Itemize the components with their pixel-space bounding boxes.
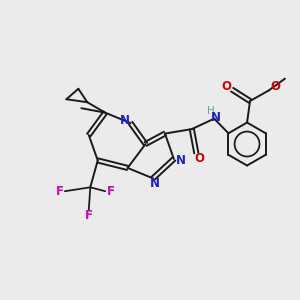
- Text: O: O: [270, 80, 280, 94]
- Text: N: N: [149, 177, 160, 190]
- Text: O: O: [221, 80, 231, 93]
- Text: F: F: [85, 209, 93, 222]
- Text: N: N: [120, 114, 130, 127]
- Text: O: O: [194, 152, 204, 166]
- Text: F: F: [106, 185, 115, 198]
- Text: F: F: [56, 185, 64, 198]
- Text: N: N: [211, 111, 221, 124]
- Text: H: H: [207, 106, 215, 116]
- Text: N: N: [176, 154, 185, 167]
